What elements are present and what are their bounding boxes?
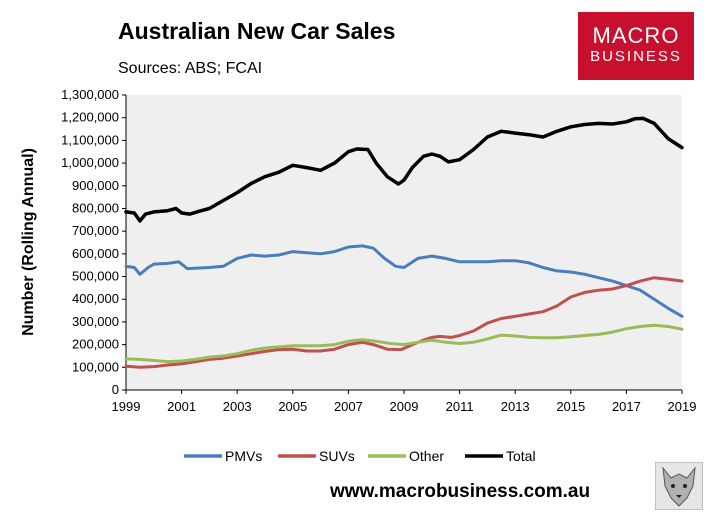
series-lines (124, 116, 684, 369)
x-tick-label: 2017 (612, 399, 641, 414)
legend-label-suvs: SUVs (319, 448, 355, 464)
chart-subtitle: Sources: ABS; FCAI (118, 60, 263, 77)
y-tick-label: 1,100,000 (61, 132, 119, 147)
x-tick-label: 2011 (446, 399, 474, 414)
macrobusiness-logo: MACRO BUSINESS (578, 12, 694, 80)
y-tick-label: 500,000 (72, 269, 119, 284)
x-tick-label: 2009 (390, 399, 419, 414)
y-tick-label: 800,000 (72, 200, 119, 215)
y-axis-label: Number (Rolling Annual) (20, 148, 37, 336)
series-line-pmvs (124, 244, 684, 318)
y-tick-label: 400,000 (72, 291, 119, 306)
y-tick-label: 300,000 (72, 314, 119, 329)
x-tick-label: 1999 (112, 399, 141, 414)
legend-label-other: Other (409, 448, 444, 464)
logo-line1: MACRO (592, 23, 680, 48)
series-line-other (124, 323, 684, 364)
website-url: www.macrobusiness.com.au (330, 481, 591, 502)
y-tick-label: 1,300,000 (61, 87, 119, 102)
logo-line2: BUSINESS (590, 48, 682, 65)
plot-area (126, 95, 682, 390)
x-tick-label: 2005 (278, 399, 307, 414)
y-tick-label: 700,000 (72, 223, 119, 238)
wolf-logo-icon (654, 461, 704, 511)
legend: PMVs SUVs Other Total (184, 448, 536, 464)
y-axis-ticks: 0 100,000 200,000 300,000 400,000 500,000 600,… (61, 87, 126, 397)
x-tick-label: 2003 (223, 399, 252, 414)
y-tick-label: 1,000,000 (61, 155, 119, 170)
y-tick-label: 100,000 (72, 359, 119, 374)
x-tick-label: 2013 (501, 399, 530, 414)
x-tick-label: 2015 (556, 399, 585, 414)
x-axis-ticks: 1999 2001 2003 2005 2007 2009 2011 2013 2015 2017… (112, 390, 697, 414)
x-tick-label: 2001 (167, 399, 196, 414)
y-tick-label: 600,000 (72, 246, 119, 261)
y-tick-label: 0 (112, 382, 119, 397)
legend-label-pmvs: PMVs (225, 448, 262, 464)
y-tick-label: 900,000 (72, 178, 119, 193)
x-tick-label: 2007 (334, 399, 363, 414)
y-tick-label: 1,200,000 (61, 110, 119, 125)
x-tick-label: 2019 (668, 399, 697, 414)
legend-label-total: Total (506, 448, 536, 464)
y-tick-label: 200,000 (72, 337, 119, 352)
series-line-total (124, 116, 684, 223)
chart-title: Australian New Car Sales (118, 18, 396, 44)
